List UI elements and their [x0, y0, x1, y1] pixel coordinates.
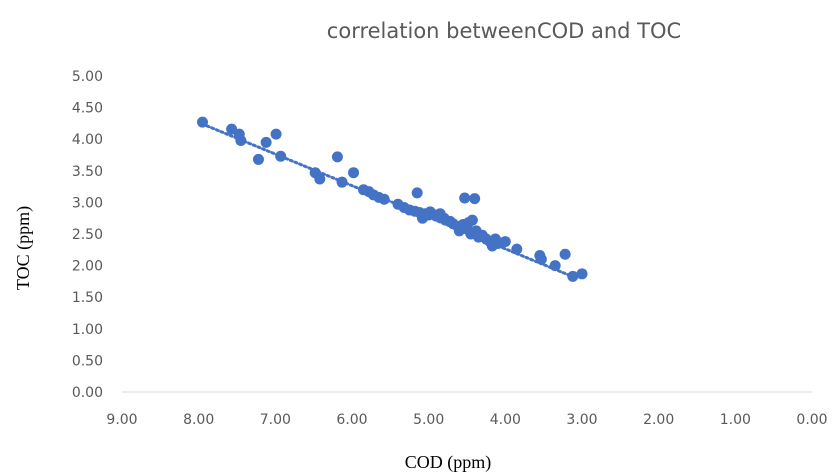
y-tick-label: 3.00	[72, 195, 103, 211]
data-point	[559, 248, 571, 260]
data-point	[576, 268, 588, 280]
chart-title: correlation betweenCOD and TOC	[327, 19, 681, 43]
x-tick-label: 4.00	[490, 412, 521, 428]
y-axis-label: TOC (ppm)	[13, 206, 34, 290]
y-tick-label: 0.00	[72, 385, 103, 401]
data-point	[411, 187, 423, 199]
data-point	[260, 136, 272, 148]
data-point	[378, 193, 390, 205]
x-tick-label: 7.00	[260, 412, 291, 428]
y-tick-label: 0.50	[72, 353, 103, 369]
data-point	[469, 193, 481, 205]
data-point	[252, 153, 264, 165]
y-tick-label: 2.50	[72, 227, 103, 243]
data-point	[336, 176, 348, 188]
data-point	[549, 260, 561, 272]
data-point	[535, 253, 547, 265]
x-tick-label: 1.00	[720, 412, 751, 428]
y-tick-label: 5.00	[72, 69, 103, 85]
x-axis-ticks: 9.00 8.00 7.00 6.00 5.00 4.00 3.00 2.00 1.00 0.00	[106, 412, 827, 428]
data-points	[197, 116, 588, 282]
data-point	[499, 236, 511, 248]
y-tick-label: 4.50	[72, 101, 103, 117]
data-point	[511, 243, 523, 255]
x-tick-label: 0.00	[796, 412, 827, 428]
y-tick-label: 1.50	[72, 290, 103, 306]
data-point	[348, 167, 360, 179]
x-tick-label: 8.00	[183, 412, 214, 428]
x-tick-label: 3.00	[566, 412, 597, 428]
y-tick-label: 1.00	[72, 322, 103, 338]
data-point	[235, 134, 247, 146]
data-point	[331, 151, 343, 163]
y-tick-label: 4.00	[72, 132, 103, 148]
y-axis-ticks: 0.00 0.50 1.00 1.50 2.00 2.50 3.00 3.50 4.00 4.50…	[72, 69, 103, 401]
data-point	[459, 192, 471, 204]
data-point	[270, 128, 282, 140]
data-point	[314, 173, 326, 185]
data-point	[567, 270, 579, 282]
data-point	[197, 116, 208, 128]
x-tick-label: 9.00	[106, 412, 137, 428]
data-point	[275, 150, 287, 162]
x-tick-label: 2.00	[643, 412, 674, 428]
x-axis-label: COD (ppm)	[405, 452, 492, 472]
x-tick-label: 6.00	[336, 412, 367, 428]
x-tick-label: 5.00	[413, 412, 444, 428]
data-point	[466, 214, 478, 226]
y-tick-label: 3.50	[72, 164, 103, 180]
y-tick-label: 2.00	[72, 259, 103, 275]
